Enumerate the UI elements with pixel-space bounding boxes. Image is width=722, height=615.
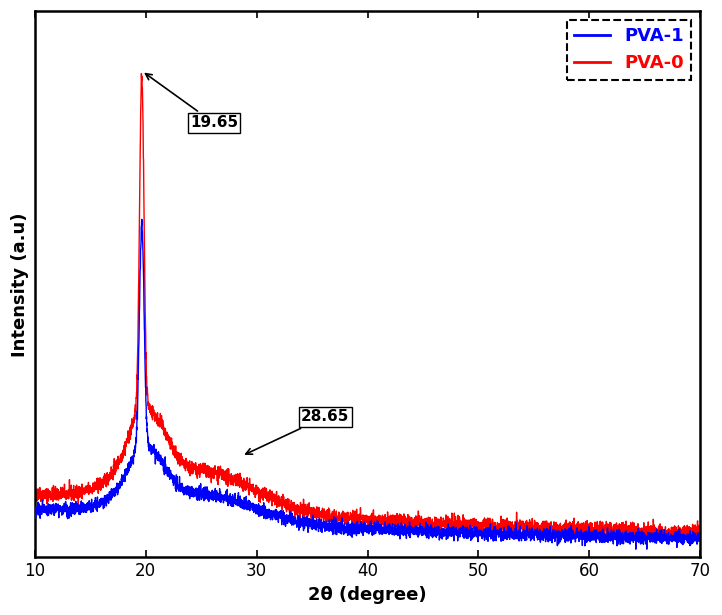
- Text: 28.65: 28.65: [245, 410, 349, 454]
- Text: 19.65: 19.65: [146, 74, 238, 130]
- Y-axis label: Intensity (a.u): Intensity (a.u): [11, 212, 29, 357]
- Legend: PVA-1, PVA-0: PVA-1, PVA-0: [567, 20, 692, 79]
- X-axis label: 2θ (degree): 2θ (degree): [308, 586, 427, 604]
